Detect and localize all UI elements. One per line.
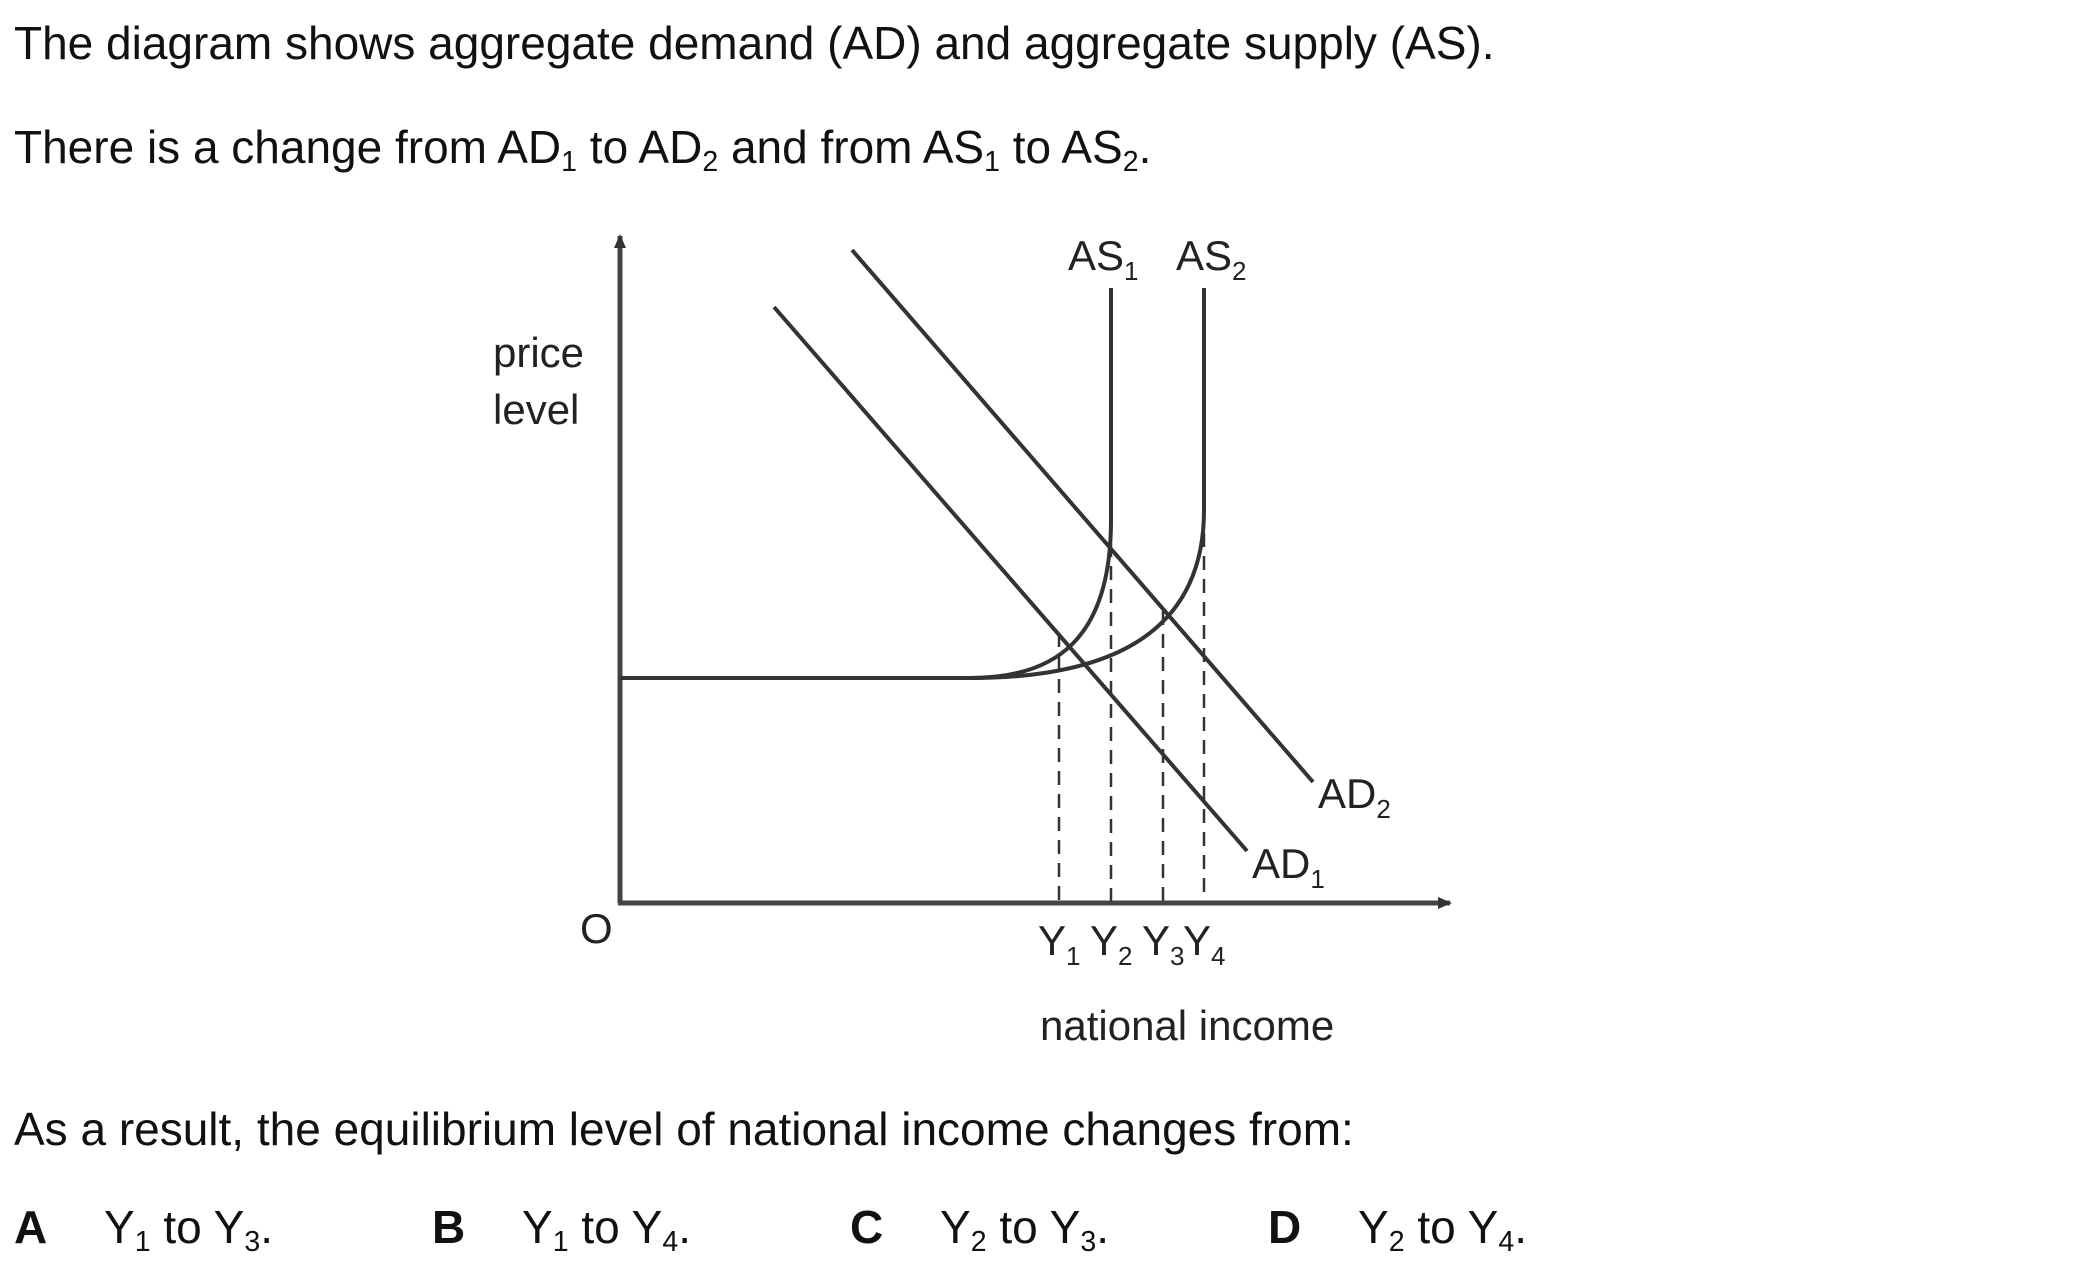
question-intro: The diagram shows aggregate demand (AD) … <box>14 17 1495 69</box>
as2-curve <box>969 288 1206 680</box>
y2-label: Y2 <box>1090 917 1132 971</box>
change-text-1: There is a change from AD <box>14 121 562 173</box>
option-b-letter: B <box>432 1201 466 1253</box>
y1-label-sub: 1 <box>1066 941 1080 971</box>
as1-curve <box>620 288 1113 680</box>
y2-label-text: Y <box>1090 917 1118 964</box>
y3-label-sub: 3 <box>1170 941 1184 971</box>
y-axis-label-line-1: price <box>493 329 584 376</box>
y4-label: Y4 <box>1183 917 1225 971</box>
change-text-4: to AS <box>999 121 1123 173</box>
ad1-label-sub: 1 <box>1310 864 1324 894</box>
change-text-3: and from AS <box>718 121 985 173</box>
option-c[interactable]: C Y2 to Y3. <box>850 1201 1109 1258</box>
change-text-5: . <box>1138 121 1152 173</box>
option-d-letter: D <box>1268 1201 1302 1253</box>
as2-label-text: AS <box>1176 232 1232 279</box>
change-sub-3: 1 <box>984 145 1000 178</box>
as1-label-sub: 1 <box>1124 256 1138 286</box>
y-axis-label-line-2: level <box>493 386 579 433</box>
as1-label: AS1 <box>1068 232 1139 286</box>
ad2-label-sub: 2 <box>1376 794 1390 824</box>
ad2-curve <box>850 248 1315 784</box>
option-b[interactable]: B Y1 to Y4. <box>432 1201 691 1258</box>
ad2-label: AD2 <box>1318 770 1391 824</box>
ad1-curve <box>772 305 1249 853</box>
y4-label-text: Y <box>1183 917 1211 964</box>
change-sub-2: 2 <box>702 145 719 178</box>
change-sub-1: 1 <box>561 145 578 178</box>
x-axis-label: national income <box>1040 1002 1334 1049</box>
y3-label-text: Y <box>1142 917 1170 964</box>
as1-label-text: AS <box>1068 232 1124 279</box>
y1-label-text: Y <box>1038 917 1066 964</box>
option-a[interactable]: A Y1 to Y3. <box>14 1201 273 1258</box>
y3-label: Y3 <box>1142 917 1184 971</box>
option-a-letter: A <box>14 1201 48 1253</box>
question-prompt: As a result, the equilibrium level of na… <box>14 1103 1354 1155</box>
origin-label: O <box>580 905 613 952</box>
option-d[interactable]: D Y2 to Y4. <box>1268 1201 1527 1258</box>
option-c-letter: C <box>850 1201 884 1253</box>
y1-label: Y1 <box>1038 917 1080 971</box>
question-change: There is a change from AD1 to AD2 and fr… <box>14 120 1152 176</box>
y4-label-sub: 4 <box>1211 941 1225 971</box>
y2-label-sub: 2 <box>1118 941 1132 971</box>
as2-label: AS2 <box>1176 232 1247 286</box>
change-sub-4: 2 <box>1122 145 1139 178</box>
as2-label-sub: 2 <box>1232 256 1246 286</box>
ad2-label-text: AD <box>1318 770 1376 817</box>
ad1-label-text: AD <box>1252 840 1310 887</box>
ad1-label: AD1 <box>1252 840 1325 894</box>
change-text-2: to AD <box>577 121 703 173</box>
